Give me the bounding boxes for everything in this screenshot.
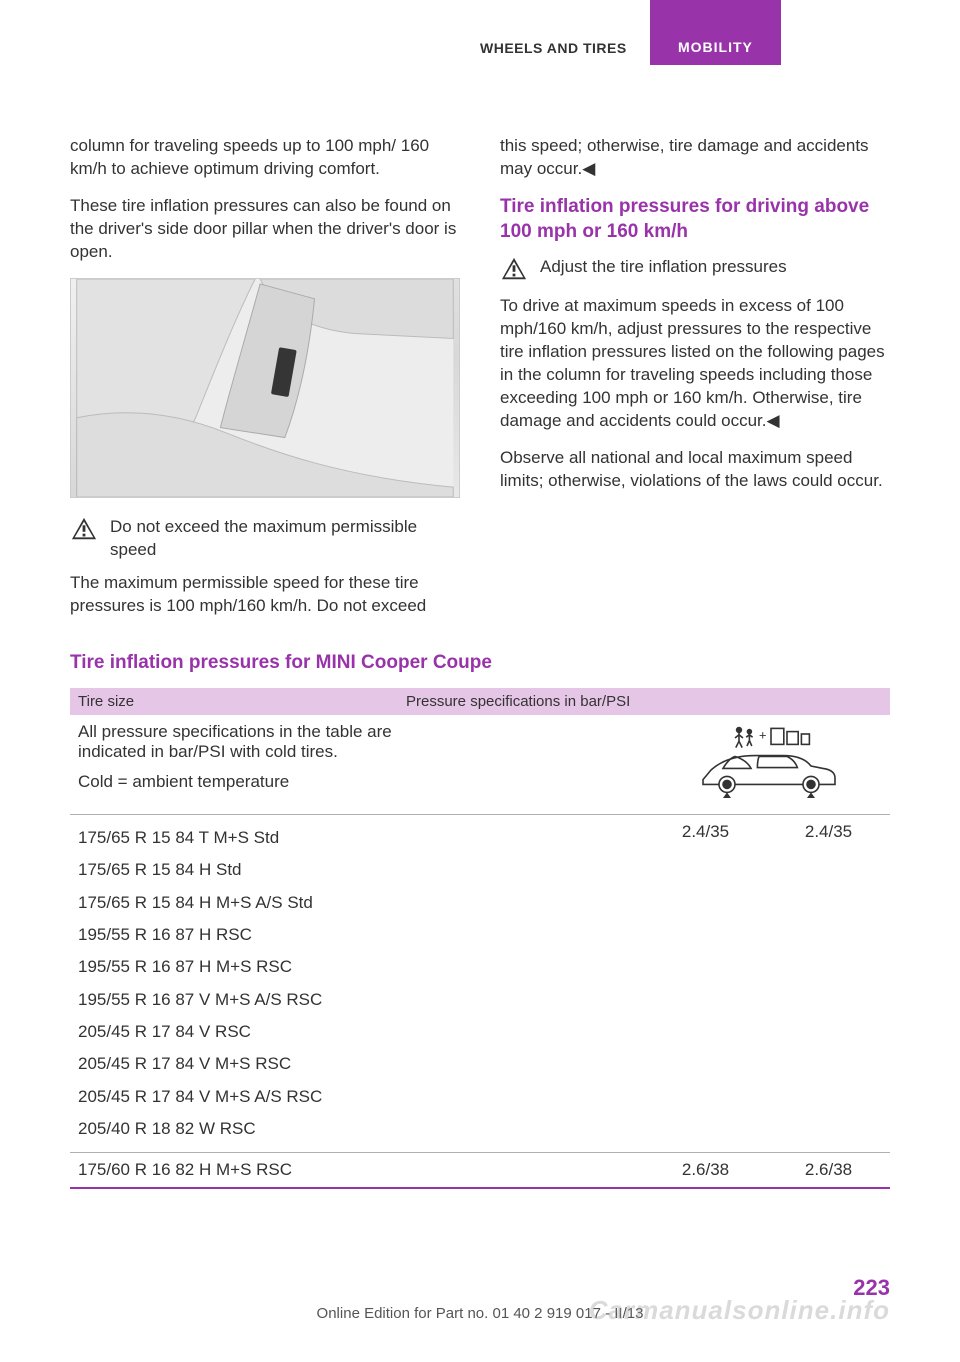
tire-size-cell: 175/60 R 16 82 H M+S RSC: [70, 1153, 644, 1188]
tire-size: 205/45 R 17 84 V RSC: [78, 1016, 636, 1048]
page-header: WHEELS AND TIRES MOBILITY: [70, 30, 890, 80]
paragraph: To drive at maximum speeds in excess of …: [500, 295, 890, 433]
svg-text:+: +: [759, 728, 766, 743]
paragraph: Observe all national and local maximum s…: [500, 447, 890, 493]
page-number: 223: [70, 1275, 890, 1301]
table-header-cell: Pressure specifications in bar/PSI: [398, 688, 644, 715]
tire-size: 195/55 R 16 87 V M+S A/S RSC: [78, 984, 636, 1016]
pressure-cell: 2.4/35: [644, 815, 767, 1153]
paragraph: this speed; otherwise, tire damage and a…: [500, 135, 890, 181]
table-heading: Tire inflation pressures for MINI Cooper…: [70, 651, 890, 676]
tire-size: 205/40 R 18 82 W RSC: [78, 1113, 636, 1145]
note-text: Cold = ambient temperature: [78, 772, 636, 792]
content-columns: column for traveling speeds up to 100 mp…: [70, 135, 890, 631]
table-header-cell: Tire size: [70, 688, 398, 715]
car-load-icon: +: [687, 722, 847, 802]
tire-size: 205/45 R 17 84 V M+S RSC: [78, 1048, 636, 1080]
header-tab: MOBILITY: [650, 0, 781, 65]
tire-size: 175/65 R 15 84 H Std: [78, 854, 636, 886]
table-row: All pressure specifications in the table…: [70, 715, 890, 815]
tire-size: 175/65 R 15 84 H M+S A/S Std: [78, 887, 636, 919]
left-column: column for traveling speeds up to 100 mp…: [70, 135, 460, 631]
table-row: 175/60 R 16 82 H M+S RSC 2.6/38 2.6/38: [70, 1153, 890, 1188]
paragraph: column for traveling speeds up to 100 mp…: [70, 135, 460, 181]
pressure-table: Tire size Pressure specifications in bar…: [70, 688, 890, 1187]
page: WHEELS AND TIRES MOBILITY column for tra…: [0, 0, 960, 1362]
warning-text: Adjust the tire inflation pressures: [540, 256, 787, 285]
tire-size: 195/55 R 16 87 H M+S RSC: [78, 951, 636, 983]
tire-size: 205/45 R 17 84 V M+S A/S RSC: [78, 1081, 636, 1113]
table-section: Tire inflation pressures for MINI Cooper…: [70, 651, 890, 1189]
tire-size-cell: 175/65 R 15 84 T M+S Std 175/65 R 15 84 …: [70, 815, 644, 1153]
table-header-cell: [767, 688, 890, 715]
tire-size: 175/65 R 15 84 T M+S Std: [78, 822, 636, 854]
header-section-title: WHEELS AND TIRES: [480, 40, 627, 56]
warning-icon: [70, 516, 98, 542]
table-row: 175/65 R 15 84 T M+S Std 175/65 R 15 84 …: [70, 815, 890, 1153]
paragraph: The maximum permissible speed for these …: [70, 572, 460, 618]
header-tab-label: MOBILITY: [678, 39, 753, 55]
door-pillar-figure: [70, 278, 460, 498]
table-header-cell: [644, 688, 767, 715]
warning-text: Do not exceed the maximum permissible sp…: [110, 516, 460, 562]
door-pillar-illustration: [71, 279, 459, 497]
section-heading: Tire inflation pressures for driving abo…: [500, 195, 890, 244]
tire-size: 195/55 R 16 87 H RSC: [78, 919, 636, 951]
edition-line: Online Edition for Part no. 01 40 2 919 …: [70, 1305, 890, 1322]
warning-block: Do not exceed the maximum permissible sp…: [70, 516, 460, 562]
pressure-cell: 2.6/38: [767, 1153, 890, 1188]
pressure-cell: 2.6/38: [644, 1153, 767, 1188]
table-bottom-rule: [70, 1187, 890, 1189]
paragraph: These tire inflation pressures can also …: [70, 195, 460, 264]
warning-block: Adjust the tire inflation pressures: [500, 256, 890, 285]
warning-title: Adjust the tire inflation pressures: [540, 256, 787, 279]
page-footer: 223 Online Edition for Part no. 01 40 2 …: [70, 1275, 890, 1322]
table-cell: All pressure specifications in the table…: [70, 715, 644, 815]
warning-icon: [500, 256, 528, 282]
table-header-row: Tire size Pressure specifications in bar…: [70, 688, 890, 715]
note-text: All pressure specifications in the table…: [78, 722, 418, 762]
right-column: this speed; otherwise, tire damage and a…: [500, 135, 890, 631]
pressure-cell: 2.4/35: [767, 815, 890, 1153]
table-cell: +: [644, 715, 890, 815]
